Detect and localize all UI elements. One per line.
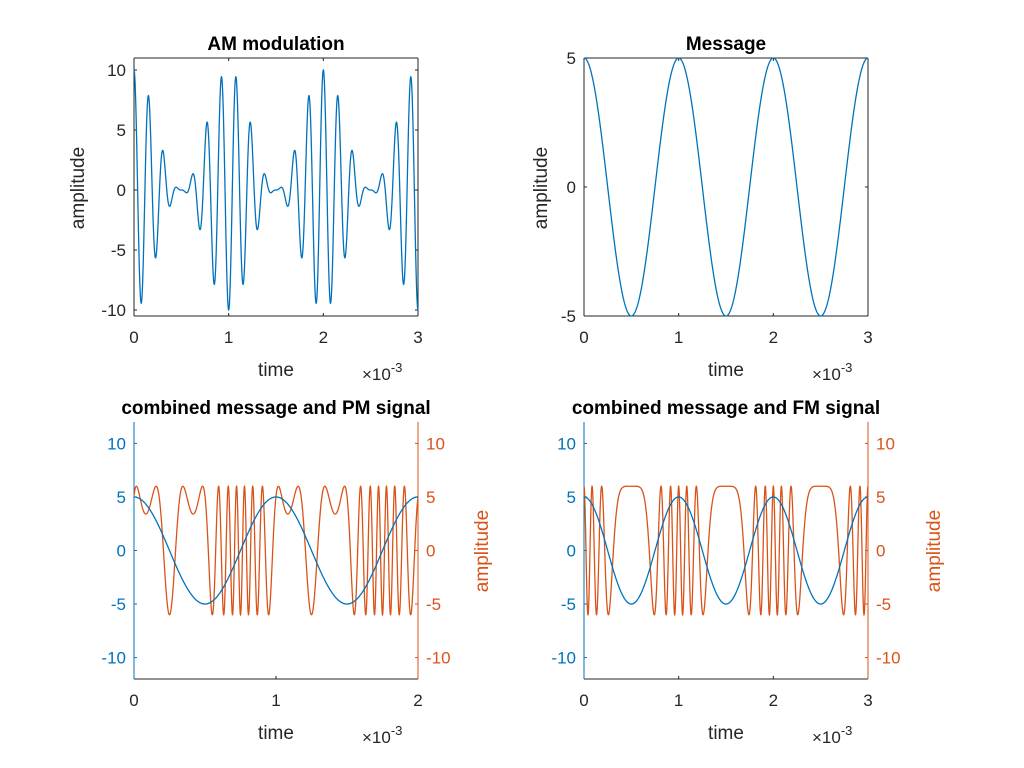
- y-tick-label-right: 5: [426, 488, 435, 507]
- message-x-exponent: ×10-3: [812, 360, 852, 384]
- y-tick-label: -10: [101, 301, 126, 320]
- x-tick-label: 1: [674, 328, 683, 347]
- y-tick-label: -10: [101, 649, 126, 668]
- y-tick-label: 5: [117, 488, 126, 507]
- pm-xlabel: time: [258, 723, 294, 744]
- pm-axes: 0 1 2 -10 -10 -5 -5 0 0 5 5 10 10 combined message a…: [101, 398, 493, 747]
- x-tick-label: 0: [579, 691, 588, 710]
- x-tick-label: 2: [769, 691, 778, 710]
- fm-title: combined message and FM signal: [572, 398, 880, 419]
- x-tick-label: 2: [413, 691, 422, 710]
- x-tick-label: 3: [863, 691, 872, 710]
- message-axes: 0 1 2 3-505 Message time amplitude ×10-3: [531, 34, 873, 384]
- y-tick-label: 5: [117, 121, 126, 140]
- y-tick-label: -5: [561, 307, 576, 326]
- x-tick-label: 2: [319, 328, 328, 347]
- pm-x-exponent: ×10-3: [362, 723, 402, 747]
- y-tick-label: 10: [107, 61, 126, 80]
- message-ylabel: amplitude: [531, 147, 552, 229]
- x-tick-label: 2: [769, 328, 778, 347]
- y-tick-label: 0: [567, 178, 576, 197]
- axes-frame: 0 1 2 3-505: [561, 49, 873, 347]
- y-tick-label-right: 10: [426, 434, 445, 453]
- y-tick-label: 5: [567, 488, 576, 507]
- plot-area: [584, 422, 868, 679]
- y-tick-label-right: -5: [426, 595, 441, 614]
- am-x-exponent: ×10-3: [362, 360, 402, 384]
- fm-ylabel-right: amplitude: [924, 510, 945, 592]
- y-tick-label-right: -10: [876, 649, 901, 668]
- axes-frame: 0 1 2 3 -10 -10 -5 -5 0 0 5 5 10 10: [551, 422, 901, 710]
- x-tick-label: 0: [579, 328, 588, 347]
- fm-xlabel: time: [708, 723, 744, 744]
- y-tick-label-right: 0: [426, 542, 435, 561]
- message-xlabel: time: [708, 360, 744, 381]
- x-tick-label: 3: [413, 328, 422, 347]
- plot-area: [134, 422, 418, 679]
- fm-x-exponent: ×10-3: [812, 723, 852, 747]
- x-tick-label: 0: [129, 328, 138, 347]
- pm-ylabel-right: amplitude: [472, 510, 493, 592]
- plot-area: [134, 58, 418, 316]
- y-tick-label: -5: [111, 595, 126, 614]
- y-tick-label: 5: [567, 49, 576, 68]
- pm-signal-line: [133, 485, 419, 617]
- axes-frame: 0 1 2 3 -10 -5 0 5 10: [101, 57, 423, 347]
- y-tick-label: 0: [117, 542, 126, 561]
- x-tick-label: 1: [271, 691, 280, 710]
- y-tick-label: 0: [567, 542, 576, 561]
- am-title: AM modulation: [207, 34, 344, 55]
- am-modulation-axes: 0 1 2 3 -10 -5 0 5 10 AM modulation time amplitu…: [68, 34, 423, 384]
- y-tick-label: 0: [117, 181, 126, 200]
- y-tick-label-right: -10: [426, 649, 451, 668]
- message-line: [584, 57, 868, 317]
- fm-axes: 0 1 2 3 -10 -10 -5 -5 0 0 5 5 10 10 combined message …: [551, 398, 945, 747]
- fm-message-line: [584, 496, 868, 605]
- y-tick-label: 10: [107, 434, 126, 453]
- x-tick-label: 1: [674, 691, 683, 710]
- y-tick-label: -5: [561, 595, 576, 614]
- am-ylabel: amplitude: [68, 147, 89, 229]
- pm-message-line: [134, 496, 418, 605]
- am-signal-line: [133, 69, 419, 311]
- y-tick-label-right: 10: [876, 434, 895, 453]
- am-xlabel: time: [258, 360, 294, 381]
- message-title: Message: [686, 34, 766, 55]
- y-tick-label-right: 5: [876, 488, 885, 507]
- y-tick-label-right: -5: [876, 595, 891, 614]
- y-tick-label: 10: [557, 434, 576, 453]
- plot-area: [584, 58, 868, 316]
- x-tick-label: 0: [129, 691, 138, 710]
- y-tick-label-right: 0: [876, 542, 885, 561]
- y-tick-label: -5: [111, 241, 126, 260]
- x-tick-label: 1: [224, 328, 233, 347]
- pm-title: combined message and PM signal: [121, 398, 430, 419]
- axes-frame: 0 1 2 -10 -10 -5 -5 0 0 5 5 10 10: [101, 422, 451, 710]
- y-tick-label: -10: [551, 649, 576, 668]
- fm-signal-line: [583, 484, 869, 617]
- x-tick-label: 3: [863, 328, 872, 347]
